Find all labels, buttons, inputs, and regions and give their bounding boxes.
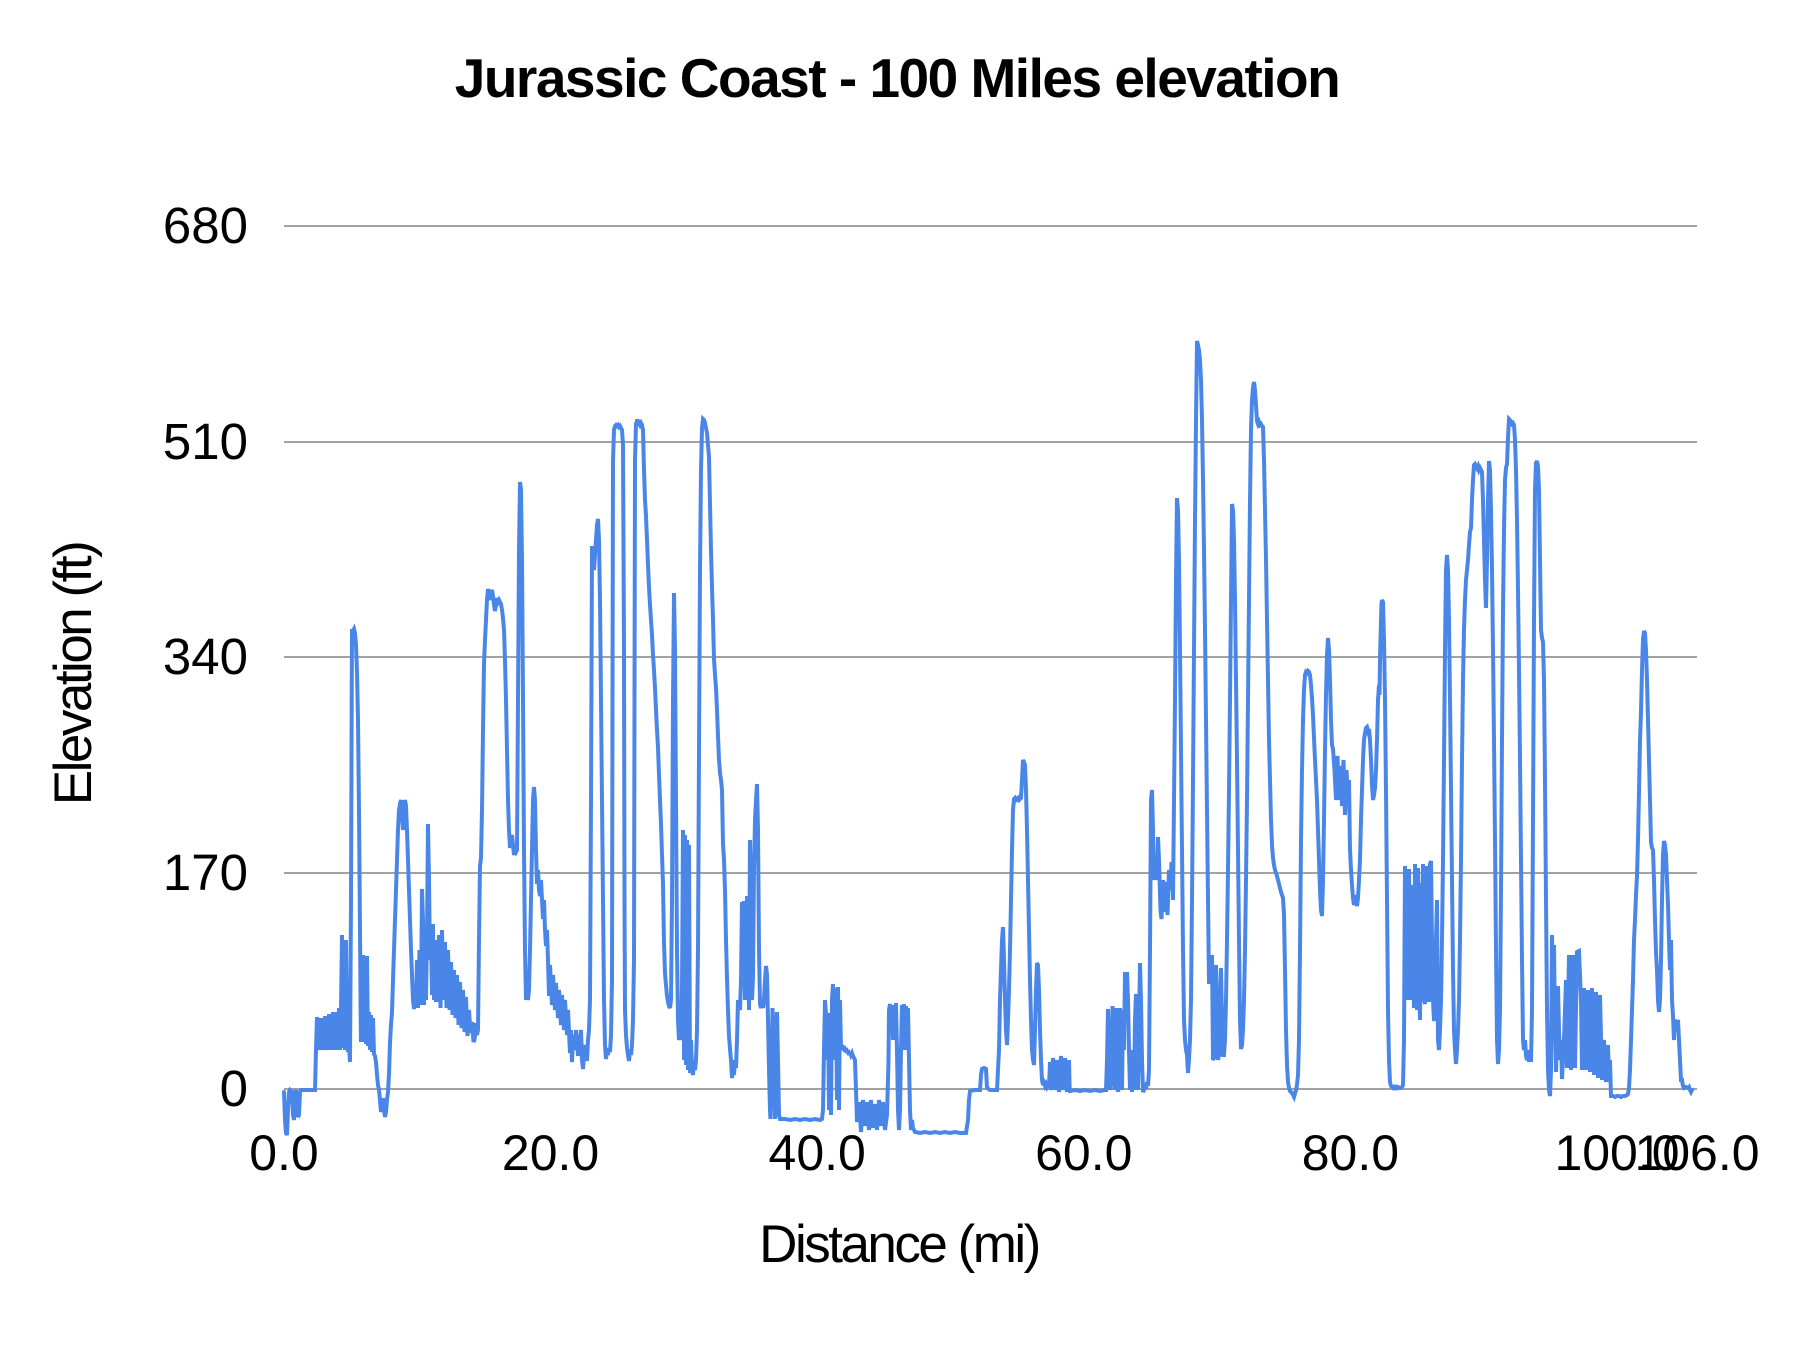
svg-text:340: 340	[163, 628, 248, 685]
svg-text:Jurassic Coast - 100 Miles ele: Jurassic Coast - 100 Miles elevation	[455, 47, 1340, 109]
svg-text:510: 510	[163, 413, 248, 470]
svg-text:40.0: 40.0	[769, 1125, 866, 1181]
svg-text:100.0: 100.0	[1554, 1125, 1679, 1181]
svg-text:80.0: 80.0	[1302, 1125, 1399, 1181]
svg-text:Elevation (ft): Elevation (ft)	[44, 543, 103, 806]
svg-text:20.0: 20.0	[502, 1125, 599, 1181]
svg-text:0.0: 0.0	[249, 1125, 319, 1181]
svg-text:680: 680	[163, 197, 248, 254]
svg-text:60.0: 60.0	[1035, 1125, 1132, 1181]
svg-text:106.0: 106.0	[1634, 1125, 1759, 1181]
svg-text:170: 170	[163, 844, 248, 901]
svg-text:0: 0	[220, 1060, 248, 1117]
svg-text:Distance (mi): Distance (mi)	[759, 1215, 1039, 1274]
